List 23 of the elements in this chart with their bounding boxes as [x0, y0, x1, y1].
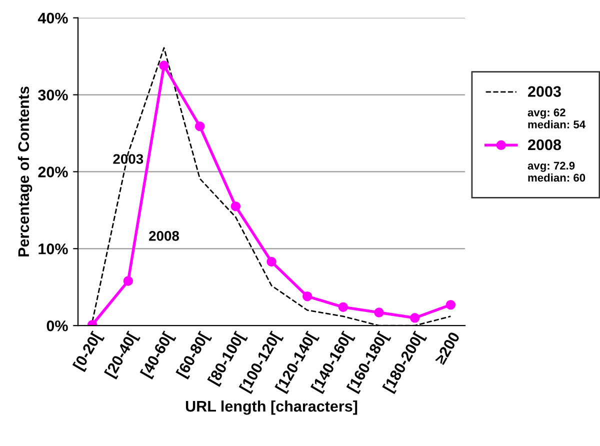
point	[338, 302, 348, 312]
y-tick-label: 40%	[38, 12, 68, 24]
legend-label: 2008	[528, 139, 562, 150]
annotation: 2003	[113, 154, 144, 164]
y-tick-label: 10%	[38, 244, 68, 254]
annotation: 2008	[149, 231, 180, 241]
y-tick-label: 30%	[38, 90, 68, 100]
point	[159, 60, 169, 70]
y-axis-title: Percentage of Contents	[18, 86, 32, 256]
text: avg: 62 median: 54	[528, 108, 586, 128]
y-tick-label: 0%	[46, 320, 68, 332]
point	[302, 291, 312, 302]
point	[446, 300, 456, 310]
point	[266, 256, 276, 267]
point	[374, 308, 384, 318]
text: avg: 72.9 median: 60	[528, 162, 586, 182]
y-tick-label: 20%	[38, 166, 68, 178]
legend-label: 2003	[528, 86, 561, 97]
x-axis-title: URL length [characters]	[186, 400, 358, 415]
point	[123, 276, 134, 286]
point	[230, 201, 241, 212]
point	[410, 313, 420, 323]
point	[194, 121, 205, 132]
